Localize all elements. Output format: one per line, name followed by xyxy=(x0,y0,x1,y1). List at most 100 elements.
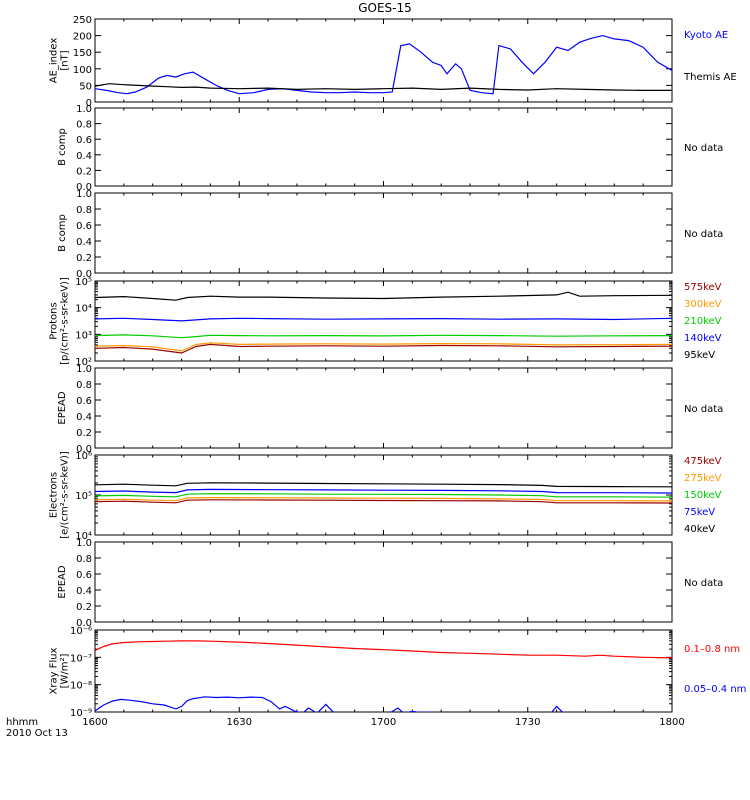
y-tick-label: 0.6 xyxy=(76,135,92,146)
y-tick-label: 10⁻⁸ xyxy=(70,681,92,692)
x-tick-label: 1730 xyxy=(515,717,540,728)
y-tick-label: 0.4 xyxy=(76,586,92,597)
legend-label: 40keV xyxy=(684,524,715,535)
legend-label: 95keV xyxy=(684,350,715,361)
x-tick-label: 1600 xyxy=(82,717,107,728)
panel-frame xyxy=(94,192,673,274)
y-tick-label: 10⁻⁶ xyxy=(70,626,92,637)
y-tick-label: 10² xyxy=(75,357,92,368)
series-line-475kev xyxy=(95,499,672,504)
y-tick-label: 250 xyxy=(73,15,92,26)
y-axis-label: Xray Flux xyxy=(49,647,60,694)
y-tick-label: 0.4 xyxy=(76,151,92,162)
series-line-95kev xyxy=(95,291,672,301)
y-tick-label: 1.0 xyxy=(76,189,92,200)
series-line-275kev xyxy=(95,496,672,502)
legend-label: 475keV xyxy=(684,456,722,467)
legend-label: Kyoto AE xyxy=(684,30,728,41)
y-axis-label: [e/(cm²-s-sr-keV)] xyxy=(60,451,71,539)
y-axis-label: AE_index xyxy=(49,38,60,84)
y-tick-label: 10³ xyxy=(75,330,92,341)
panel-xray: 10⁻⁹ 10⁻⁸ 10⁻⁷ 10⁻⁶ Xray Flux [W/m²] 0.1–0.8 n… xyxy=(49,626,747,719)
no-data-label: No data xyxy=(684,578,723,589)
y-tick-label: 100 xyxy=(73,65,92,76)
y-tick-label: 0.0 xyxy=(76,444,92,455)
y-tick-label: 0.4 xyxy=(76,412,92,423)
y-tick-label: 0.2 xyxy=(76,428,92,439)
no-data-label: No data xyxy=(684,143,723,154)
x-tick-label: 1630 xyxy=(227,717,252,728)
y-tick-label: 1.0 xyxy=(76,364,92,375)
series-line-300kev xyxy=(95,342,672,352)
y-tick-label: 0.0 xyxy=(76,269,92,280)
x-tick-label: 1700 xyxy=(371,717,396,728)
x-axis-date: 2010 Oct 13 xyxy=(6,728,68,739)
legend-label: 300keV xyxy=(684,299,722,310)
panel-frame xyxy=(94,107,673,187)
y-tick-label: 0.6 xyxy=(76,396,92,407)
y-axis-label: EPEAD xyxy=(57,391,68,425)
y-tick-label: 0.8 xyxy=(76,120,92,131)
y-tick-label: 0.2 xyxy=(76,166,92,177)
series-line-kyoto-ae xyxy=(95,34,672,95)
legend-label: 210keV xyxy=(684,316,722,327)
panel-ae: 0 50 100 150 200 250 AE_index [nT] Kyoto AE Themi… xyxy=(49,15,737,109)
y-tick-label: 0.0 xyxy=(76,618,92,629)
y-tick-label: 10⁵ xyxy=(75,491,92,502)
y-tick-label: 1.0 xyxy=(76,538,92,549)
panel-b2: 0.0 0.2 0.4 0.6 0.8 1.0 B comp No data xyxy=(57,189,723,280)
y-tick-label: 150 xyxy=(73,48,92,59)
y-axis-label: [W/m²] xyxy=(60,653,71,688)
series-line-40kev xyxy=(95,482,672,488)
series-line-themis-ae xyxy=(95,83,672,91)
panel-frame xyxy=(94,629,673,713)
series-line-150kev xyxy=(95,493,672,498)
y-tick-label: 0.8 xyxy=(76,380,92,391)
panel-epead1: 0.0 0.2 0.4 0.6 0.8 1.0 EPEAD No data xyxy=(57,364,723,455)
y-tick-label: 10⁵ xyxy=(75,277,92,288)
y-tick-label: 10⁶ xyxy=(75,451,92,462)
y-tick-label: 0.8 xyxy=(76,554,92,565)
panel-b1: 0.0 0.2 0.4 0.6 0.8 1.0 B comp No data xyxy=(57,104,723,193)
series-line-0-05-0-4-nm xyxy=(95,696,566,712)
chart-title: GOES-15 xyxy=(358,1,412,15)
panel-electrons: 10⁴ 10⁵ 10⁶ Electrons [e/(cm²-s-sr-keV)] 475k… xyxy=(49,451,722,542)
y-tick-label: 0 xyxy=(86,98,92,109)
panel-frame xyxy=(94,541,673,623)
y-axis-label: B comp xyxy=(57,214,68,252)
y-tick-label: 0.8 xyxy=(76,205,92,216)
y-axis-label: EPEAD xyxy=(57,565,68,599)
no-data-label: No data xyxy=(684,404,723,415)
y-tick-label: 0.4 xyxy=(76,237,92,248)
y-tick-label: 10⁴ xyxy=(75,304,92,315)
panel-protons: 10² 10³ 10⁴ 10⁵ Protons [p/(cm²-s-sr-keV)] 575… xyxy=(49,277,722,368)
panel-frame xyxy=(94,367,673,449)
y-tick-label: 0.2 xyxy=(76,253,92,264)
legend-label: 140keV xyxy=(684,333,722,344)
y-axis-label: B comp xyxy=(57,128,68,166)
legend-label: 75keV xyxy=(684,507,715,518)
y-tick-label: 0.6 xyxy=(76,570,92,581)
no-data-label: No data xyxy=(684,229,723,240)
legend-label: 0.05–0.4 nm xyxy=(684,684,746,695)
y-axis-label: Protons xyxy=(49,302,60,339)
legend-label: 0.1–0.8 nm xyxy=(684,644,740,655)
legend-label: 575keV xyxy=(684,282,722,293)
y-axis-label: [p/(cm²-s-sr-keV)] xyxy=(60,277,71,365)
y-tick-label: 50 xyxy=(79,81,92,92)
series-line-75kev xyxy=(95,488,672,494)
y-tick-label: 0.2 xyxy=(76,602,92,613)
y-tick-label: 10⁻⁷ xyxy=(70,653,92,664)
y-tick-label: 0.0 xyxy=(76,182,92,193)
y-tick-label: 10⁴ xyxy=(75,531,92,542)
legend-label: 150keV xyxy=(684,490,722,501)
panel-epead2: 0.0 0.2 0.4 0.6 0.8 1.0 EPEAD No data xyxy=(57,538,723,629)
y-axis-label: [nT] xyxy=(60,50,71,70)
y-tick-label: 1.0 xyxy=(76,104,92,115)
y-tick-label: 10⁻⁹ xyxy=(70,708,92,719)
y-axis-label: Electrons xyxy=(49,472,60,518)
series-line-575kev xyxy=(95,343,672,354)
x-axis-label: hhmm xyxy=(6,717,38,728)
x-tick-label: 1800 xyxy=(659,717,684,728)
